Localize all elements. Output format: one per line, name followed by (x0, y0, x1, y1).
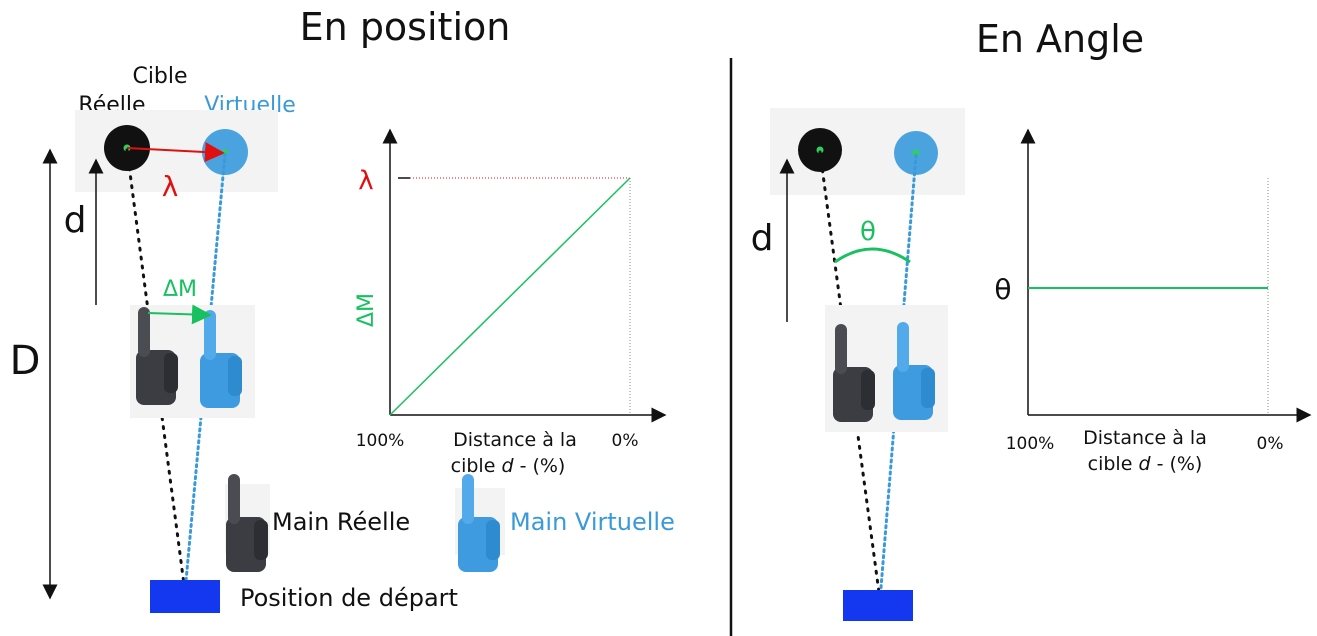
y-tick-label: θ (994, 273, 1011, 306)
x-axis-label-part: cible (451, 455, 496, 477)
y-axis-label: ΔM (354, 293, 379, 327)
theta-label: θ (860, 217, 876, 247)
x-axis-label: Distance à la (453, 429, 577, 451)
lambda-label: λ (162, 170, 179, 203)
delta-arrow (147, 304, 212, 325)
d-label: d (751, 218, 774, 259)
left-title: En position (300, 5, 511, 49)
x-axis-var: d (1138, 453, 1151, 475)
y-tick-label: λ (358, 166, 373, 196)
legend-start: Position de départ (240, 584, 458, 612)
x-axis-label: Distance à la (1083, 427, 1207, 449)
virtual-path (183, 152, 227, 594)
D-label: D (10, 338, 41, 384)
x-end-label: 0% (612, 431, 639, 451)
curve (389, 177, 631, 416)
x-start-label: 100% (1006, 434, 1055, 454)
x-axis-unit: - (%) (1157, 453, 1203, 475)
start-box (150, 580, 220, 613)
offset-arrow (126, 142, 225, 163)
legend-virtual: Main Virtuelle (510, 508, 675, 536)
target-center (912, 149, 920, 157)
target-label: Cible (132, 64, 187, 89)
angle-arc (834, 247, 911, 264)
delta-m-label: ΔM (163, 277, 197, 302)
legend-real: Main Réelle (272, 508, 410, 536)
x-axis-label: cible d - (%) (451, 455, 566, 477)
x-end-label: 0% (1257, 434, 1284, 454)
x-axis-unit: - (%) (520, 455, 566, 477)
x-start-label: 100% (356, 431, 405, 451)
target-center (816, 146, 824, 154)
x-axis-label: cible d - (%) (1088, 453, 1203, 475)
right-title: En Angle (976, 17, 1144, 61)
real-path (125, 148, 187, 594)
x-axis-var: d (501, 455, 514, 477)
x-axis-label-part: cible (1088, 453, 1133, 475)
start-box (843, 590, 913, 621)
d-label: d (64, 200, 87, 241)
